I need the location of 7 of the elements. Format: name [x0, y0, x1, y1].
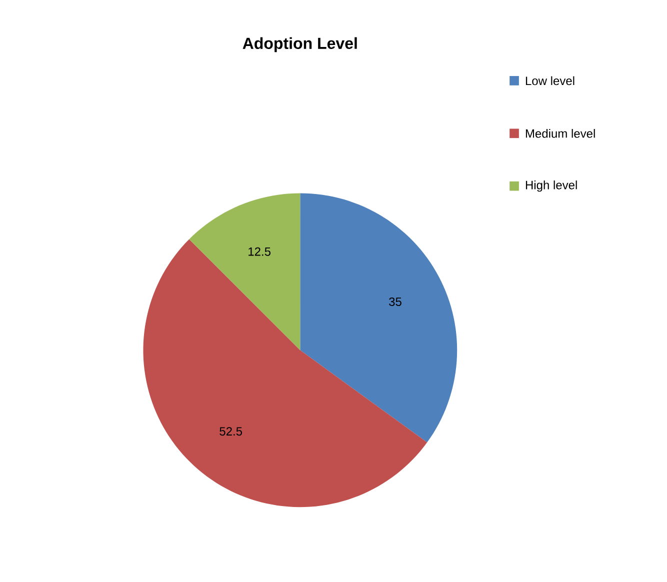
data-label: 52.5: [220, 426, 242, 436]
data-label: 12.5: [248, 247, 270, 256]
legend-label: Low level: [526, 76, 574, 85]
chart-title: Adoption Level: [242, 37, 357, 52]
data-label: 35: [389, 297, 402, 306]
legend-label: High level: [526, 180, 577, 192]
legend-label: Medium level: [526, 128, 595, 138]
